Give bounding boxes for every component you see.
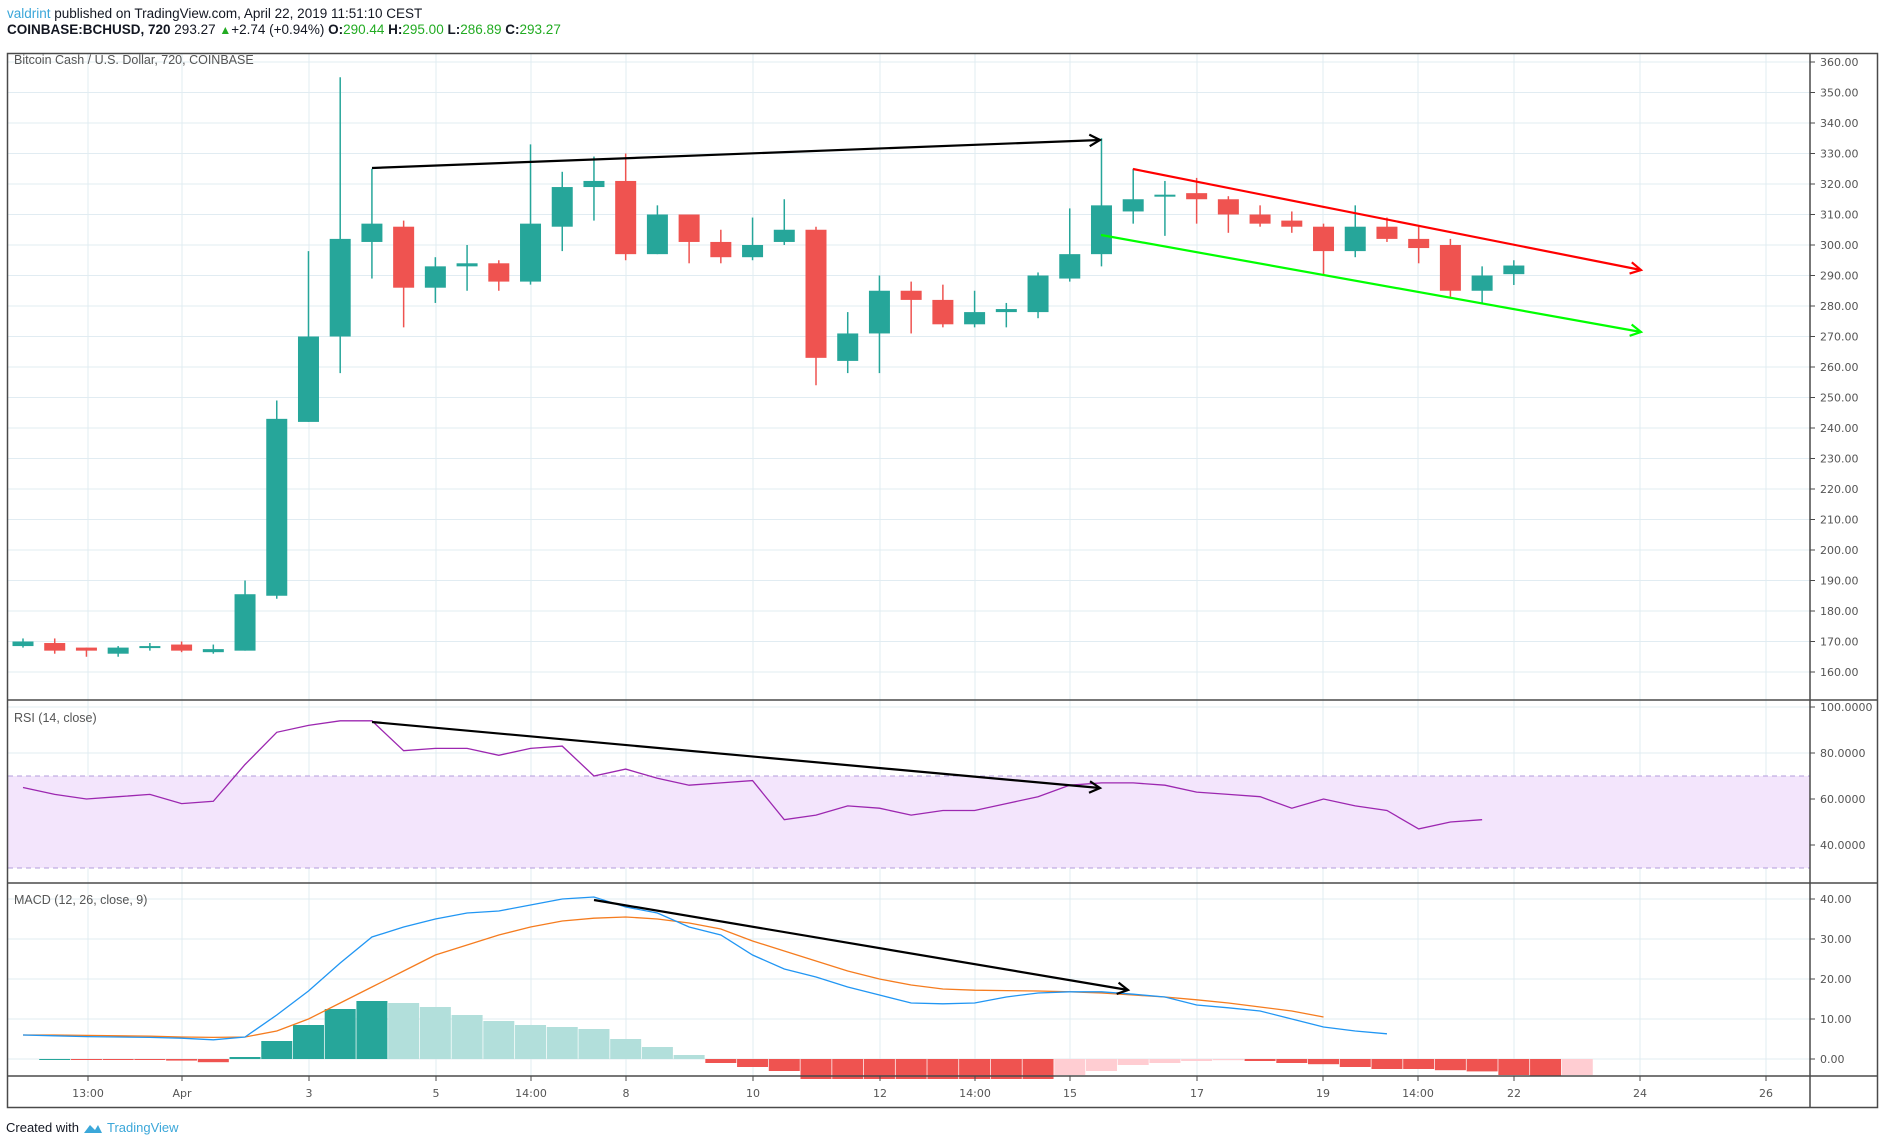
svg-text:Apr: Apr bbox=[172, 1087, 192, 1100]
symbol-quote-line: COINBASE:BCHUSD, 720 293.27 ▲+2.74 (+0.9… bbox=[7, 22, 561, 37]
svg-text:14:00: 14:00 bbox=[515, 1087, 547, 1100]
svg-text:210.00: 210.00 bbox=[1820, 514, 1859, 527]
svg-text:240.00: 240.00 bbox=[1820, 422, 1859, 435]
open-value: 290.44 bbox=[343, 22, 385, 37]
grid-lines bbox=[8, 54, 1810, 1076]
macd-pane-title: MACD (12, 26, close, 9) bbox=[14, 893, 148, 907]
close-label: C: bbox=[505, 22, 520, 37]
svg-text:280.00: 280.00 bbox=[1820, 300, 1859, 313]
svg-text:14:00: 14:00 bbox=[1402, 1087, 1434, 1100]
svg-text:260.00: 260.00 bbox=[1820, 361, 1859, 374]
rsi-pane-title: RSI (14, close) bbox=[14, 711, 97, 725]
high-label: H: bbox=[388, 22, 403, 37]
candlestick-series bbox=[12, 77, 1525, 657]
svg-text:170.00: 170.00 bbox=[1820, 636, 1859, 649]
up-triangle-icon: ▲ bbox=[219, 23, 232, 37]
svg-text:320.00: 320.00 bbox=[1820, 178, 1859, 191]
svg-text:24: 24 bbox=[1633, 1087, 1647, 1100]
svg-text:10.00: 10.00 bbox=[1820, 1013, 1852, 1026]
footer: Created with TradingView bbox=[6, 1120, 179, 1135]
svg-text:160.00: 160.00 bbox=[1820, 666, 1859, 679]
svg-text:8: 8 bbox=[623, 1087, 630, 1100]
svg-text:10: 10 bbox=[746, 1087, 760, 1100]
svg-text:220.00: 220.00 bbox=[1820, 483, 1859, 496]
svg-text:30.00: 30.00 bbox=[1820, 933, 1852, 946]
symbol-label: COINBASE:BCHUSD, 720 bbox=[7, 22, 171, 37]
svg-text:15: 15 bbox=[1063, 1087, 1077, 1100]
svg-text:17: 17 bbox=[1190, 1087, 1204, 1100]
low-value: 286.89 bbox=[460, 22, 502, 37]
svg-text:340.00: 340.00 bbox=[1820, 117, 1859, 130]
svg-text:360.00: 360.00 bbox=[1820, 56, 1859, 69]
published-text: published on TradingView.com, April 22, … bbox=[50, 6, 423, 21]
close-value: 293.27 bbox=[519, 22, 561, 37]
svg-text:3: 3 bbox=[306, 1087, 313, 1100]
publisher-line: valdrint published on TradingView.com, A… bbox=[7, 6, 422, 21]
svg-text:80.0000: 80.0000 bbox=[1820, 747, 1866, 760]
svg-text:26: 26 bbox=[1759, 1087, 1773, 1100]
trendline-annotations[interactable] bbox=[371, 133, 1644, 995]
svg-text:0.00: 0.00 bbox=[1820, 1053, 1845, 1066]
high-value: 295.00 bbox=[402, 22, 444, 37]
macd-series bbox=[22, 896, 1593, 1079]
price-pane-title: Bitcoin Cash / U.S. Dollar, 720, COINBAS… bbox=[14, 53, 254, 67]
svg-text:230.00: 230.00 bbox=[1820, 453, 1859, 466]
axis-ticks: 160.00170.00180.00190.00200.00210.00220.… bbox=[72, 56, 1872, 1100]
svg-text:310.00: 310.00 bbox=[1820, 209, 1859, 222]
svg-text:12: 12 bbox=[873, 1087, 887, 1100]
tradingview-link[interactable]: TradingView bbox=[106, 1120, 179, 1135]
svg-text:250.00: 250.00 bbox=[1820, 392, 1859, 405]
svg-text:290.00: 290.00 bbox=[1820, 270, 1859, 283]
rsi-series bbox=[22, 720, 1483, 830]
open-label: O: bbox=[328, 22, 344, 37]
svg-text:40.0000: 40.0000 bbox=[1820, 839, 1866, 852]
svg-text:19: 19 bbox=[1316, 1087, 1330, 1100]
publisher-username[interactable]: valdrint bbox=[7, 6, 51, 21]
svg-text:330.00: 330.00 bbox=[1820, 148, 1859, 161]
svg-text:300.00: 300.00 bbox=[1820, 239, 1859, 252]
low-label: L: bbox=[447, 22, 461, 37]
svg-text:350.00: 350.00 bbox=[1820, 87, 1859, 100]
svg-text:180.00: 180.00 bbox=[1820, 605, 1859, 618]
created-with-text: Created with bbox=[6, 1120, 79, 1135]
svg-text:5: 5 bbox=[433, 1087, 440, 1100]
svg-text:270.00: 270.00 bbox=[1820, 331, 1859, 344]
svg-text:190.00: 190.00 bbox=[1820, 575, 1859, 588]
svg-text:100.0000: 100.0000 bbox=[1820, 701, 1873, 714]
price-change: +2.74 (+0.94%) bbox=[231, 22, 325, 37]
rsi-band bbox=[8, 776, 1810, 868]
svg-text:200.00: 200.00 bbox=[1820, 544, 1859, 557]
svg-text:40.00: 40.00 bbox=[1820, 893, 1852, 906]
tradingview-logo-icon bbox=[83, 1124, 102, 1133]
axes bbox=[6, 52, 1879, 1109]
svg-text:20.00: 20.00 bbox=[1820, 973, 1852, 986]
svg-text:14:00: 14:00 bbox=[959, 1087, 991, 1100]
last-price: 293.27 bbox=[174, 22, 216, 37]
svg-text:60.0000: 60.0000 bbox=[1820, 793, 1866, 806]
svg-text:13:00: 13:00 bbox=[72, 1087, 104, 1100]
svg-text:22: 22 bbox=[1507, 1087, 1521, 1100]
